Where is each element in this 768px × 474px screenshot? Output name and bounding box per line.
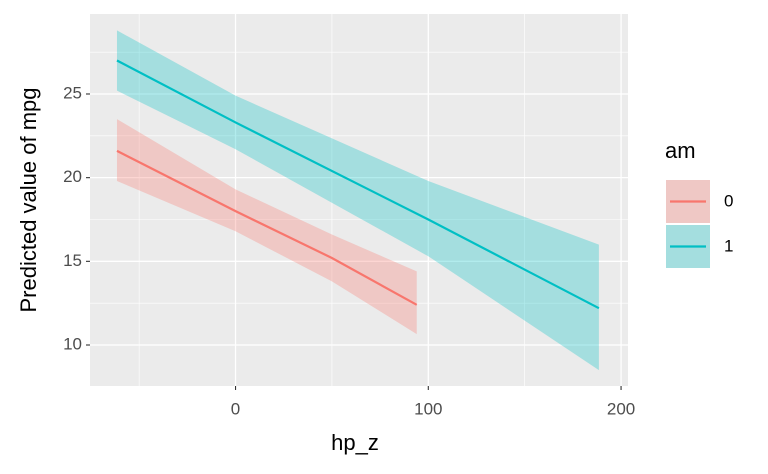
line (116, 59, 600, 310)
y-tick-label: 15 (63, 251, 82, 270)
y-axis-label: Predicted value of mpg (16, 87, 41, 312)
x-tick-label: 200 (607, 399, 635, 418)
x-tick-label: 100 (414, 399, 442, 418)
plot-area (90, 14, 628, 386)
y-tick-label: 20 (63, 167, 82, 186)
legend-label: 0 (724, 191, 733, 210)
y-tick-label: 10 (63, 334, 82, 353)
legend-title: am (665, 138, 696, 163)
legend-label: 1 (724, 236, 733, 255)
confidence-ribbon (116, 30, 599, 371)
y-tick-label: 25 (63, 83, 82, 102)
x-tick-label: 0 (231, 399, 240, 418)
x-axis-label: hp_z (331, 430, 379, 455)
panel (90, 14, 628, 386)
line (116, 149, 418, 306)
